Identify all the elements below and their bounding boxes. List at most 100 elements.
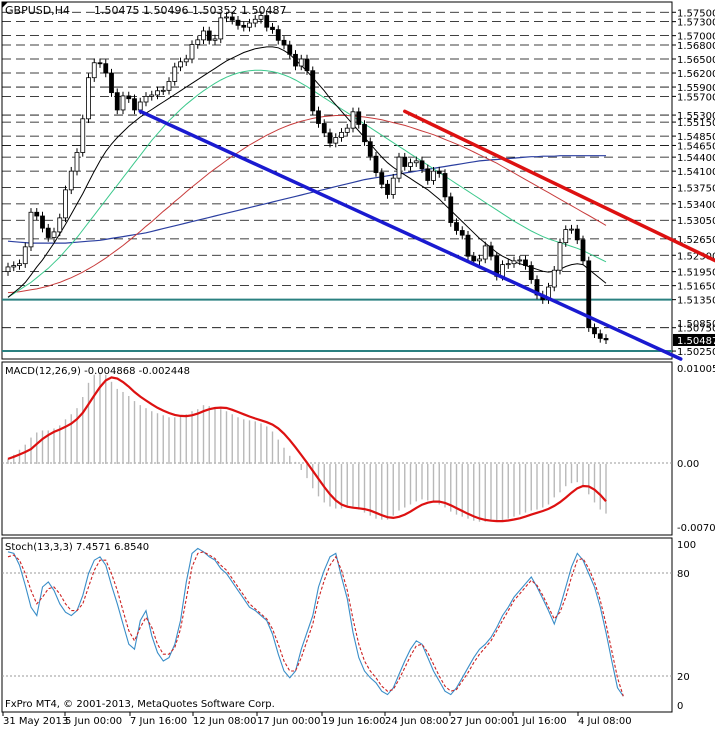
- candle: [155, 86, 160, 100]
- bull-candle-body: [258, 15, 264, 20]
- stoch-level-0-label: 0: [677, 701, 683, 712]
- bull-candle-body: [63, 189, 68, 219]
- bear-candle-body: [229, 16, 235, 21]
- candle: [247, 18, 252, 32]
- candle: [241, 21, 247, 32]
- bear-candle-body: [287, 44, 293, 55]
- candle: [143, 92, 149, 107]
- stoch-pane[interactable]: Stoch(13,3,3) 7.4571 6.8540 100 80 20 0 …: [1, 537, 696, 713]
- candle: [339, 128, 344, 142]
- candle: [11, 261, 17, 272]
- candle: [310, 66, 316, 116]
- price-level-label: 1.52650: [677, 235, 715, 246]
- chart-menu-icon[interactable]: [2, 2, 8, 8]
- bull-candle-body: [143, 95, 149, 103]
- price-level-label: 1.52300: [677, 251, 715, 262]
- candle: [149, 90, 155, 101]
- current-price-label: 1.50487: [677, 336, 715, 347]
- macd-zero-label: 0.00: [677, 459, 699, 470]
- price-level-label: 1.57000: [677, 32, 715, 43]
- candle: [419, 156, 425, 174]
- candle: [103, 59, 109, 78]
- price-level-label: 1.55900: [677, 83, 715, 94]
- bull-candle-body: [500, 264, 505, 277]
- candle: [333, 133, 339, 148]
- macd-pane[interactable]: MACD(12,26,9) -0.004868 -0.002448 0.0100…: [1, 361, 715, 536]
- bear-candle-body: [373, 155, 379, 173]
- price-level-label: 1.55150: [677, 118, 715, 129]
- bull-candle-body: [149, 94, 155, 97]
- bear-candle-body: [103, 63, 109, 74]
- bear-candle-body: [235, 19, 241, 26]
- bear-candle-body: [34, 211, 40, 217]
- candle: [304, 54, 310, 75]
- time-label: 31 May 2013: [3, 716, 68, 727]
- candle: [459, 226, 465, 240]
- current-price-badge: [673, 333, 715, 346]
- candle: [57, 213, 63, 237]
- macd-bottom-label: -0.007011: [677, 523, 715, 534]
- candle: [281, 36, 287, 50]
- bull-candle-body: [57, 217, 63, 233]
- copyright-text: FxPro MT4, © 2001-2013, MetaQuotes Softw…: [5, 699, 275, 710]
- candle: [126, 91, 132, 103]
- stoch-signal-line: [7, 551, 624, 697]
- red-trendline[interactable]: [403, 109, 715, 277]
- macd-top-label: 0.010055: [677, 364, 715, 375]
- macd-signal-line: [7, 376, 607, 523]
- candle: [293, 50, 298, 71]
- bear-candle-body: [321, 123, 327, 134]
- bull-candle-body: [569, 228, 574, 231]
- candle: [172, 62, 178, 86]
- candle: [488, 241, 494, 261]
- bull-candle-body: [11, 265, 17, 268]
- macd-pane-frame: [1, 361, 673, 536]
- bull-candle-body: [482, 245, 488, 260]
- candle: [178, 57, 183, 72]
- bear-candle-body: [97, 62, 103, 65]
- bear-candle-body: [304, 58, 310, 72]
- candle: [574, 224, 580, 245]
- price-level-label: 1.56500: [677, 55, 715, 66]
- bear-candle-body: [465, 234, 471, 257]
- bear-candle-body: [419, 160, 425, 170]
- candle: [45, 223, 51, 242]
- bull-candle-body: [201, 30, 206, 41]
- price-level-label: 1.50250: [677, 347, 715, 358]
- candle: [373, 151, 379, 177]
- candle: [362, 120, 367, 146]
- bull-candle-body: [333, 137, 339, 144]
- candles: [5, 11, 609, 345]
- candle: [321, 119, 327, 138]
- candle: [132, 94, 137, 115]
- bull-candle-body: [120, 95, 126, 111]
- price-level-label: 1.54100: [677, 167, 715, 178]
- candle: [183, 54, 189, 67]
- ma-slow-line: [7, 115, 607, 294]
- candle: [195, 35, 201, 49]
- candle: [442, 169, 448, 202]
- trendlines[interactable]: [138, 109, 715, 361]
- candle: [258, 11, 264, 24]
- bear-candle-body: [379, 172, 385, 185]
- candle: [63, 185, 68, 223]
- bear-candle-body: [264, 15, 270, 28]
- bull-candle-body: [344, 127, 350, 133]
- stoch-level-20-label: 20: [677, 672, 690, 683]
- candle: [569, 224, 574, 234]
- bull-candle-body: [431, 170, 436, 181]
- price-level-label: 1.51350: [677, 296, 715, 307]
- bull-candle-body: [557, 242, 563, 271]
- time-label: 12 Jun 08:00: [193, 716, 257, 727]
- candle: [298, 54, 304, 71]
- time-label: 19 Jun 16:00: [322, 716, 386, 727]
- blue-trendline[interactable]: [138, 109, 683, 361]
- bear-candle-body: [310, 70, 316, 112]
- bear-candle-body: [316, 110, 321, 124]
- bear-candle-body: [362, 124, 367, 143]
- candle: [189, 40, 195, 64]
- bull-candle-body: [413, 160, 419, 164]
- bear-candle-body: [488, 245, 494, 257]
